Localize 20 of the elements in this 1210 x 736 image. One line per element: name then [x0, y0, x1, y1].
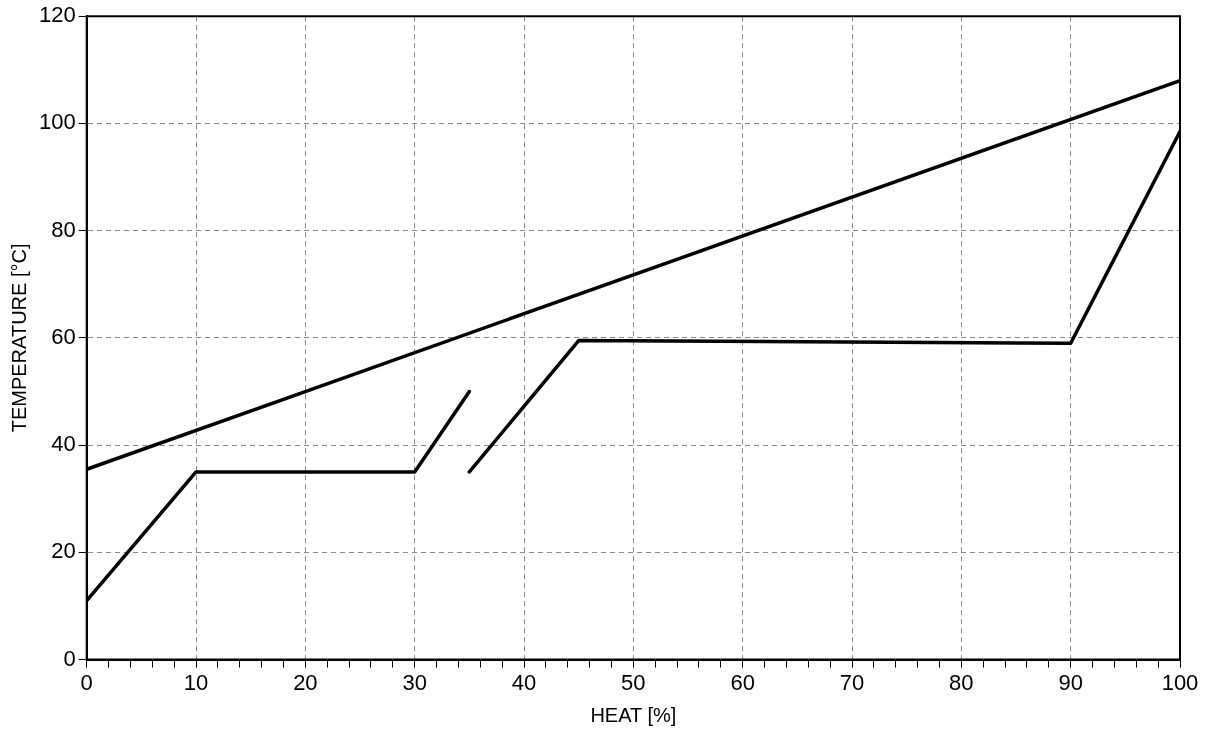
x-tick-label: 80: [949, 669, 974, 695]
y-tick-label: 40: [51, 431, 76, 457]
x-tick-label: 60: [730, 669, 755, 695]
x-tick-label: 10: [183, 669, 209, 695]
y-axis-title: TEMPERATURE [°C]: [7, 243, 30, 433]
x-tick-label: 40: [511, 669, 537, 695]
x-tick-label: 90: [1058, 669, 1083, 695]
y-tick-label: 120: [38, 2, 76, 28]
x-tick-label: 20: [293, 669, 318, 695]
x-tick-label: 100: [1161, 669, 1199, 695]
y-tick-label: 60: [51, 323, 76, 349]
y-tick-label: 100: [38, 109, 76, 135]
x-tick-label: 70: [839, 669, 865, 695]
y-tick-label: 0: [63, 645, 76, 671]
y-tick-label: 80: [51, 216, 76, 242]
x-axis-title: HEAT [%]: [590, 703, 677, 726]
x-tick-label: 0: [80, 669, 93, 695]
y-tick-label: 20: [51, 538, 76, 564]
x-tick-label: 30: [402, 669, 427, 695]
x-tick-label: 50: [621, 669, 646, 695]
